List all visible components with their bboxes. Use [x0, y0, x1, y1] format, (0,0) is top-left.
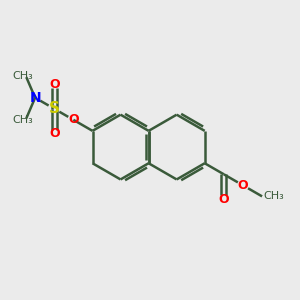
Text: CH₃: CH₃	[264, 191, 284, 201]
Text: O: O	[238, 179, 248, 192]
Text: O: O	[49, 77, 60, 91]
Text: CH₃: CH₃	[12, 71, 33, 81]
Text: S: S	[49, 101, 60, 116]
Text: O: O	[68, 113, 79, 126]
Text: N: N	[29, 91, 41, 105]
Text: O: O	[49, 127, 60, 140]
Text: O: O	[218, 193, 229, 206]
Text: CH₃: CH₃	[12, 115, 33, 125]
